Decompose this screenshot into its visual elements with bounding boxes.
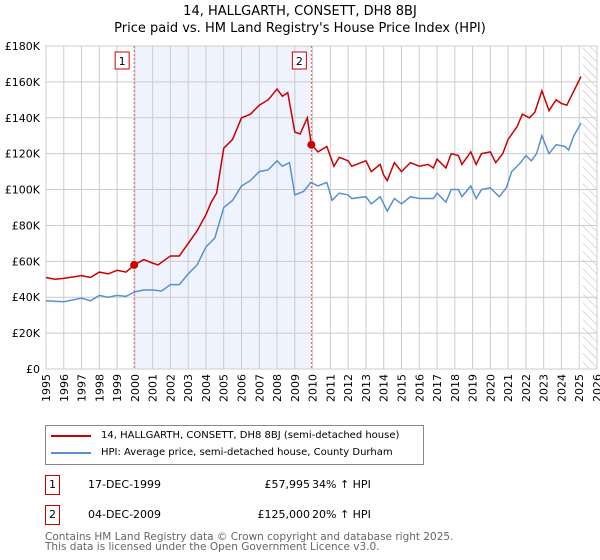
marker-badge: 1 xyxy=(45,475,60,495)
transaction-hpi: 20% ↑ HPI xyxy=(312,508,371,521)
x-tick-label: 2002 xyxy=(164,374,177,402)
y-tick-label: £60K xyxy=(12,255,41,268)
legend-item-hpi: HPI: Average price, semi-detached house,… xyxy=(51,447,393,458)
x-tick-label: 2011 xyxy=(324,374,337,402)
x-tick-label: 1998 xyxy=(93,374,106,402)
series-line xyxy=(45,76,582,281)
y-tick-label: £80K xyxy=(12,219,41,232)
marker-badge-label: 1 xyxy=(119,55,126,68)
x-tick-label: 2019 xyxy=(467,374,480,402)
x-tick-label: 2005 xyxy=(218,374,231,402)
y-tick-label: £140K xyxy=(5,112,41,125)
x-tick-label: 2023 xyxy=(538,374,551,402)
marker-badge-label: 2 xyxy=(296,55,303,68)
x-tick-label: 1995 xyxy=(40,374,53,402)
x-tick-label: 2009 xyxy=(289,374,302,402)
y-tick-label: £180K xyxy=(5,40,41,53)
plot-border xyxy=(45,45,598,370)
x-tick-label: 2007 xyxy=(253,374,266,402)
x-tick-label: 2000 xyxy=(129,374,142,402)
x-tick-label: 2013 xyxy=(360,374,373,402)
y-tick-label: £160K xyxy=(5,76,41,89)
marker-badge-box xyxy=(291,51,307,70)
x-tick-label: 2016 xyxy=(413,374,426,402)
y-tick-label: £20K xyxy=(12,327,41,340)
sale-point xyxy=(130,260,139,269)
footer-licence: This data is licensed under the Open Gov… xyxy=(45,541,380,553)
transaction-date: 04-DEC-2009 xyxy=(88,508,162,521)
footer-copyright: Contains HM Land Registry data © Crown c… xyxy=(45,531,454,543)
x-tick-label: 1996 xyxy=(58,374,71,402)
price-chart: 1995 1996 1997 1998 1999 2000 2001 2002 2003 2004… xyxy=(5,40,600,402)
x-tick-label: 2001 xyxy=(147,374,160,402)
x-tick-label: 2018 xyxy=(449,374,462,402)
y-tick-label: £40K xyxy=(12,291,41,304)
legend: 14, HALLGARTH, CONSETT, DH8 8BJ (semi-de… xyxy=(45,425,424,465)
red-line-swatch xyxy=(51,434,91,437)
legend-label: 14, HALLGARTH, CONSETT, DH8 8BJ (semi-de… xyxy=(101,430,400,441)
x-tick-label: 2024 xyxy=(555,374,568,402)
legend-item-property: 14, HALLGARTH, CONSETT, DH8 8BJ (semi-de… xyxy=(51,430,399,441)
x-tick-label: 1997 xyxy=(76,374,89,402)
blue-line-swatch xyxy=(51,451,91,454)
transaction-row: 1 17-DEC-1999 £57,995 34% ↑ HPI xyxy=(45,475,445,495)
x-tick-label: 2004 xyxy=(200,374,213,402)
x-tick-label: 2025 xyxy=(573,374,586,402)
y-tick-label: £0 xyxy=(26,363,40,376)
x-tick-label: 2021 xyxy=(502,374,515,402)
chart-title: 14, HALLGARTH, CONSETT, DH8 8BJ xyxy=(183,4,417,19)
marker-badge-box xyxy=(114,51,130,70)
x-tick-label: 1999 xyxy=(111,374,124,402)
x-tick-label: 2022 xyxy=(520,374,533,402)
x-tick-label: 2014 xyxy=(378,374,391,402)
chart-subtitle: Price paid vs. HM Land Registry's House … xyxy=(114,21,486,36)
transaction-hpi: 34% ↑ HPI xyxy=(312,478,371,491)
x-tick-label: 2017 xyxy=(431,374,444,402)
transaction-price: £57,995 xyxy=(264,478,311,491)
shaded-ownership-period xyxy=(134,46,312,369)
legend-label: HPI: Average price, semi-detached house,… xyxy=(101,447,393,458)
x-tick-label: 2006 xyxy=(236,374,249,402)
x-tick-label: 2010 xyxy=(307,374,320,402)
series-line xyxy=(45,122,582,303)
marker-badge: 2 xyxy=(45,505,60,525)
x-tick-label: 2026 xyxy=(591,374,600,402)
y-tick-label: £120K xyxy=(5,148,41,161)
footer: Contains HM Land Registry data © Crown c… xyxy=(45,531,454,553)
x-tick-label: 2015 xyxy=(395,374,408,402)
y-tick-label: £100K xyxy=(5,184,41,197)
x-tick-label: 2008 xyxy=(271,374,284,402)
transaction-row: 2 04-DEC-2009 £125,000 20% ↑ HPI xyxy=(45,505,445,525)
x-tick-label: 2012 xyxy=(342,374,355,402)
forecast-hatch xyxy=(582,46,597,369)
x-tick-label: 2020 xyxy=(484,374,497,402)
x-tick-label: 2003 xyxy=(182,374,195,402)
sale-point xyxy=(307,140,316,149)
transaction-date: 17-DEC-1999 xyxy=(88,478,162,491)
transaction-price: £125,000 xyxy=(257,508,311,521)
